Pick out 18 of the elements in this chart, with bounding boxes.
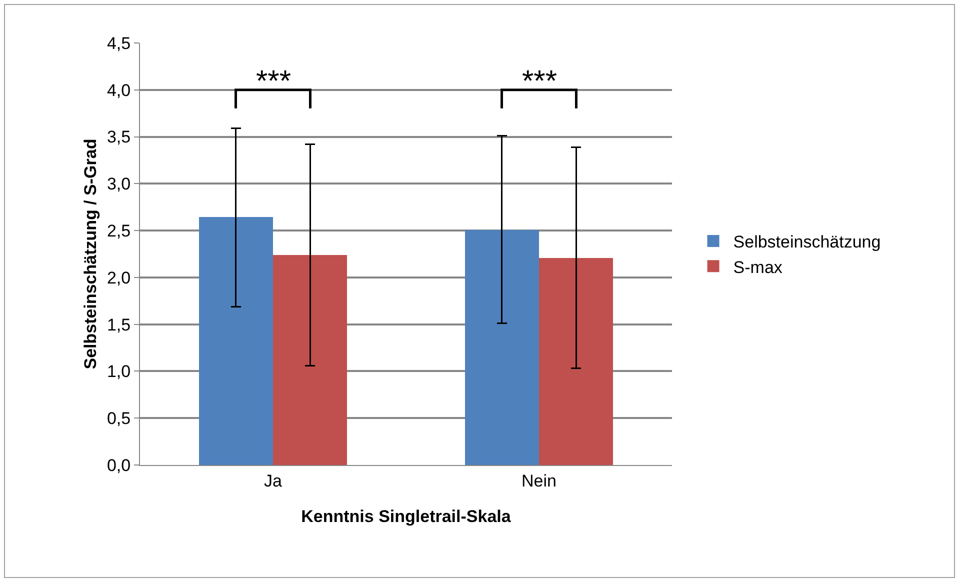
y-tick-label: 0,0	[106, 456, 131, 475]
y-tick-label: 2,5	[106, 222, 131, 241]
y-tick-label: 2,0	[106, 268, 131, 288]
y-tick-label: 4,5	[106, 34, 131, 53]
annotation: ***	[522, 65, 558, 98]
y-tick-label: 4,0	[106, 80, 131, 100]
y-tick-label: 1,5	[106, 315, 131, 334]
y-tick-label: 3,0	[106, 174, 131, 194]
x-axis-title: Kenntnis Singletrail-Skala	[301, 506, 512, 526]
legend-label: Selbsteinschätzung	[733, 232, 881, 252]
y-tick-label: 0,5	[106, 409, 131, 428]
y-tick-label: 1,0	[106, 362, 131, 382]
annotation: ***	[256, 65, 292, 98]
legend-label: S-max	[733, 258, 783, 277]
x-tick-label: Nein	[522, 471, 556, 490]
y-tick-label: 3,5	[106, 128, 131, 147]
x-tick-label: Ja	[264, 471, 283, 490]
y-axis-title: Selbsteinschätzung / S-Grad	[81, 138, 100, 370]
